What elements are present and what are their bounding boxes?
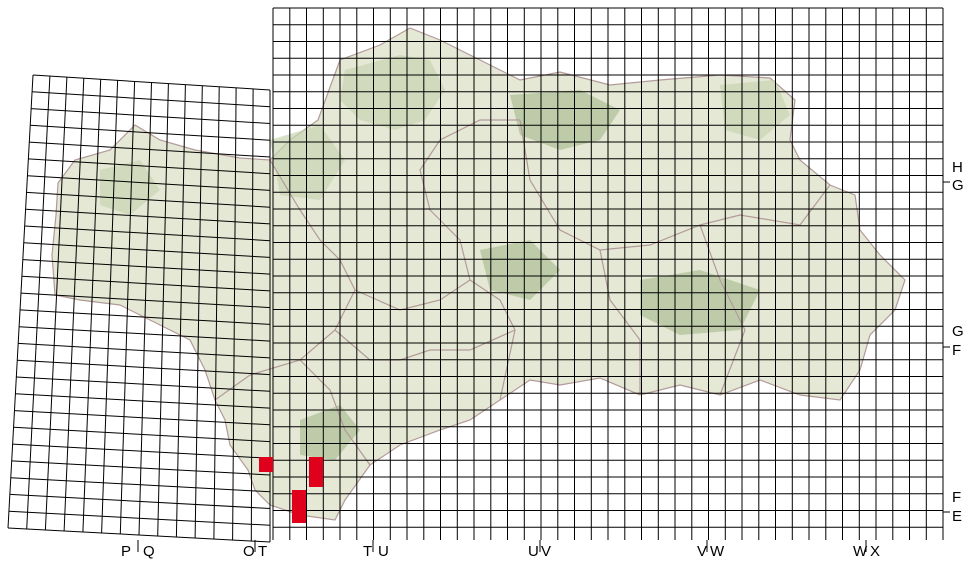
zone-label: X bbox=[870, 543, 880, 560]
grid-line bbox=[213, 86, 220, 540]
land-patch bbox=[510, 90, 620, 150]
right-zone-labels: H G G F F E bbox=[952, 159, 964, 525]
grid-line bbox=[138, 82, 152, 536]
grid-line bbox=[20, 292, 271, 309]
grid-line bbox=[15, 393, 271, 409]
zone-label: F bbox=[952, 342, 961, 359]
zone-label: T bbox=[363, 543, 372, 560]
zone-label: T bbox=[258, 543, 267, 560]
occurrence-square bbox=[292, 490, 306, 523]
grid-line bbox=[14, 410, 271, 426]
grid-line bbox=[18, 342, 271, 359]
land-patch bbox=[270, 125, 345, 200]
grid-line bbox=[10, 477, 271, 493]
zone-label: Q bbox=[143, 543, 155, 560]
grid-line bbox=[32, 74, 271, 91]
occurrence-records bbox=[259, 457, 323, 523]
grid-line bbox=[19, 326, 271, 342]
grid-line bbox=[25, 208, 271, 225]
zone-label: W bbox=[710, 543, 725, 560]
grid-line bbox=[101, 80, 119, 534]
grid-line bbox=[11, 460, 271, 476]
grid-line bbox=[24, 225, 271, 242]
zone-label: U bbox=[528, 543, 539, 560]
zone-label: O bbox=[243, 543, 255, 560]
zone-label: W bbox=[853, 543, 868, 560]
zone-label: V bbox=[541, 543, 551, 560]
grid-line bbox=[26, 76, 51, 530]
grid-line bbox=[17, 359, 271, 376]
grid-line bbox=[31, 108, 271, 124]
grid-line bbox=[27, 175, 271, 191]
grid-line bbox=[232, 87, 237, 541]
land-region bbox=[51, 27, 906, 521]
grid-line bbox=[29, 141, 271, 158]
grid-line bbox=[28, 158, 271, 175]
zone-label: G bbox=[952, 177, 964, 194]
grid-line bbox=[119, 81, 136, 535]
grid-line bbox=[13, 426, 271, 443]
grid-line bbox=[19, 309, 271, 325]
grid-line bbox=[30, 124, 271, 141]
grid-line bbox=[7, 74, 34, 529]
grid-line bbox=[32, 91, 271, 108]
zone-label: F bbox=[952, 489, 961, 506]
utm-grid-west bbox=[7, 74, 950, 552]
land-patch bbox=[300, 405, 360, 460]
grid-line bbox=[16, 376, 271, 392]
land-patch bbox=[640, 270, 760, 335]
grid-line bbox=[82, 79, 102, 533]
grid-line bbox=[157, 83, 169, 537]
grid-line bbox=[8, 510, 271, 526]
grid-line bbox=[9, 493, 271, 509]
grid-line bbox=[7, 527, 271, 543]
zone-label: H bbox=[952, 159, 963, 176]
land-patch bbox=[480, 240, 560, 300]
grid-line bbox=[26, 191, 271, 208]
grid-line bbox=[12, 443, 271, 459]
bottom-zone-labels: P Q O T T U U V V W W X bbox=[121, 543, 880, 560]
occurrence-square bbox=[309, 457, 323, 487]
grid-line bbox=[21, 275, 271, 292]
zone-label: U bbox=[378, 543, 389, 560]
grid-line bbox=[194, 85, 203, 539]
grid-line bbox=[175, 84, 186, 538]
grid-line bbox=[44, 77, 68, 531]
zone-label: P bbox=[121, 543, 131, 560]
grid-line bbox=[63, 78, 85, 532]
utm-grid-east bbox=[272, 7, 944, 540]
land-patch bbox=[340, 55, 445, 130]
zone-label: V bbox=[697, 543, 707, 560]
land-patch bbox=[100, 160, 160, 215]
zone-label: E bbox=[952, 508, 962, 525]
grid-line bbox=[22, 259, 271, 275]
grid-line bbox=[250, 88, 254, 542]
zone-label: G bbox=[952, 323, 964, 340]
grid-line bbox=[23, 242, 271, 258]
occurrence-square bbox=[259, 457, 273, 472]
